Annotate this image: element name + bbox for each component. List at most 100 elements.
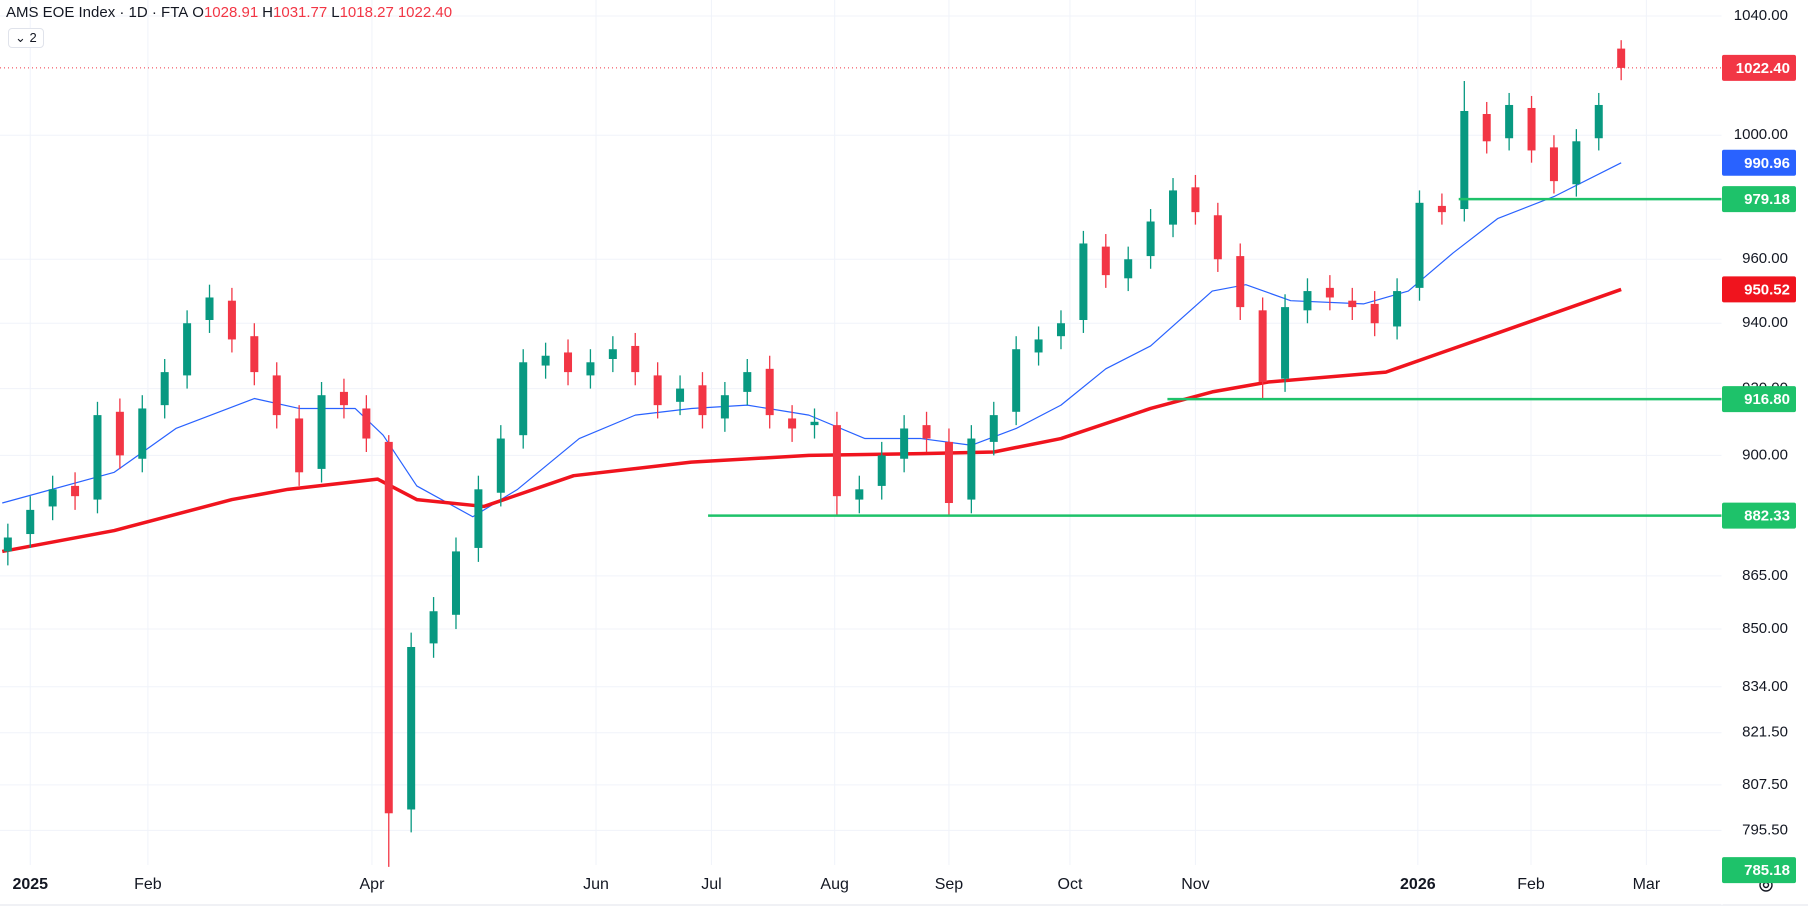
- price-label-box: [1722, 149, 1796, 176]
- candle-body: [295, 418, 304, 473]
- candle-body: [1393, 291, 1402, 327]
- y-tick-label: 900.00: [1742, 446, 1788, 463]
- candle-body: [317, 395, 326, 469]
- ohlc-legend: O1028.91 H1031.77 L1018.27 1022.40: [188, 4, 452, 21]
- y-tick-label: 795.50: [1742, 821, 1788, 838]
- candle-body: [227, 300, 236, 340]
- candle-body: [519, 362, 528, 436]
- candle-body: [1236, 256, 1245, 308]
- price-label-box: [1722, 857, 1796, 884]
- price-label-box: [1722, 186, 1796, 213]
- candle-body: [877, 455, 886, 486]
- candle-body: [1370, 303, 1379, 324]
- x-tick-label: Feb: [1517, 876, 1545, 893]
- candle-body: [429, 611, 438, 644]
- x-tick-label: Nov: [1181, 876, 1209, 893]
- candle-body: [1012, 349, 1021, 412]
- x-tick-label: Oct: [1058, 876, 1083, 893]
- candle-body: [3, 537, 12, 552]
- price-label-box: [1722, 276, 1796, 303]
- candle-body: [474, 489, 483, 548]
- x-tick-label: Jun: [583, 876, 609, 893]
- y-tick-label: 1000.00: [1734, 126, 1788, 143]
- ohlc-value: 1031.77: [273, 4, 328, 21]
- candle-body: [1101, 246, 1110, 276]
- x-tick-label: 2025: [12, 876, 48, 893]
- ohlc-key: O: [192, 4, 204, 21]
- ohlc-key: L: [331, 4, 340, 21]
- candle-body: [1549, 147, 1558, 182]
- price-label: 990.96: [1744, 155, 1790, 172]
- y-tick-label: 865.00: [1742, 567, 1788, 584]
- candle-body: [989, 415, 998, 442]
- candle-body: [183, 323, 192, 376]
- candle-body: [1572, 141, 1581, 185]
- candle-body: [339, 391, 348, 406]
- moving-average: [2, 162, 1622, 518]
- candle-body: [1034, 339, 1043, 353]
- candle-body: [384, 441, 393, 814]
- candle-body: [1079, 243, 1088, 321]
- symbol-title: AMS EOE Index · 1D · FTA: [6, 4, 189, 21]
- candle-body: [71, 485, 80, 497]
- price-label-box: [1722, 54, 1796, 81]
- candle-body: [1281, 307, 1290, 379]
- candle-body: [272, 375, 281, 416]
- candle-body: [631, 345, 640, 373]
- candle-body: [250, 336, 259, 373]
- candle-body: [1617, 48, 1626, 68]
- candle-body: [586, 362, 595, 376]
- x-tick-label: Apr: [360, 876, 386, 893]
- candle-body: [1056, 323, 1065, 337]
- y-tick-label: 807.50: [1742, 776, 1788, 793]
- y-tick-label: 821.50: [1742, 724, 1788, 741]
- ohlc-value: 1028.91: [203, 4, 259, 21]
- y-tick-label: 834.00: [1742, 678, 1788, 695]
- moving-average: [1, 287, 1622, 554]
- indicator-toggle[interactable]: ⌄ 2: [8, 28, 44, 48]
- candle-body: [1348, 300, 1357, 308]
- axes: 1040.001000.00960.00940.00920.00900.0086…: [12, 0, 1796, 905]
- candle-body: [1146, 221, 1155, 257]
- candle-body: [944, 441, 953, 504]
- candle-body: [676, 388, 685, 402]
- y-tick-label: 940.00: [1742, 314, 1788, 331]
- y-tick-label: 1040.00: [1734, 7, 1788, 24]
- candle-body: [1527, 107, 1536, 151]
- candle-body: [1213, 215, 1222, 260]
- header: AMS EOE Index · 1D · FTA O1028.91 H1031.77…: [6, 4, 452, 21]
- candle-body: [362, 408, 371, 439]
- ohlc-key: H: [262, 4, 274, 21]
- indicator-count: 2: [29, 30, 37, 45]
- ohlc-value: 1018.27: [339, 4, 394, 21]
- candle-body: [93, 415, 102, 500]
- candle-body: [1437, 205, 1446, 213]
- candle-body: [653, 375, 662, 406]
- candle-body: [205, 297, 214, 321]
- candle-body: [720, 395, 729, 419]
- candle-body: [407, 646, 416, 810]
- plot: [0, 40, 1722, 867]
- candle-body: [788, 418, 797, 429]
- candle-body: [26, 509, 35, 535]
- candle-body: [743, 372, 752, 392]
- candle-body: [451, 551, 460, 615]
- x-tick-label: 2026: [1400, 876, 1436, 893]
- candle-body: [1594, 104, 1603, 139]
- candle-body: [1303, 291, 1312, 311]
- candle-body: [1191, 187, 1200, 213]
- candle-body: [1169, 190, 1178, 225]
- grid: [0, 0, 1722, 865]
- price-label-box: [1722, 502, 1796, 529]
- price-label: 882.33: [1744, 508, 1790, 525]
- x-tick-label: Jul: [701, 876, 721, 893]
- price-label: 950.52: [1744, 281, 1790, 298]
- x-tick-label: Feb: [134, 876, 162, 893]
- candle-body: [564, 352, 573, 373]
- candle-body: [541, 355, 550, 366]
- candle-body: [810, 421, 819, 426]
- price-label: 1022.40: [1736, 60, 1790, 77]
- candle-body: [900, 428, 909, 459]
